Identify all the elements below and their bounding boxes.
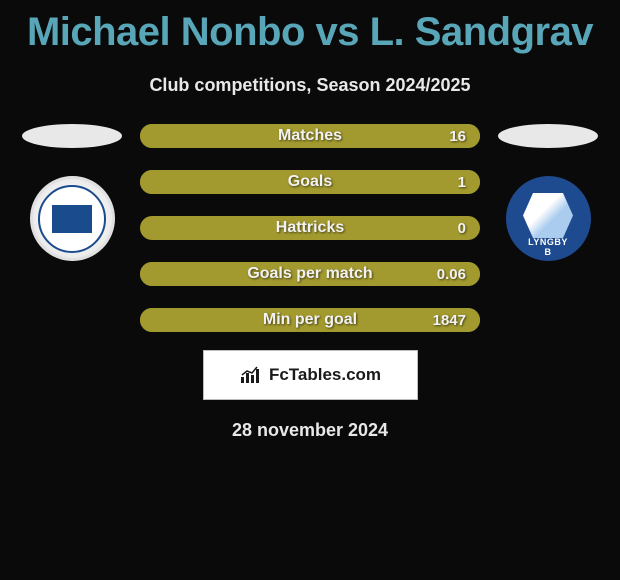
stat-bar-label: Hattricks [276, 219, 344, 237]
left-badge-inner [38, 185, 106, 253]
stat-bar-value: 1 [458, 174, 466, 191]
brand-text: FcTables.com [269, 365, 381, 385]
right-badge-emblem [523, 193, 573, 238]
brand-chart-icon [239, 365, 263, 385]
page-title: Michael Nonbo vs L. Sandgrav [0, 0, 620, 55]
stat-bar-value: 16 [449, 128, 466, 145]
footer-date: 28 november 2024 [0, 420, 620, 441]
stat-bar: Hattricks 0 [140, 216, 480, 240]
left-player-oval [22, 124, 122, 148]
stat-bar: Min per goal 1847 [140, 308, 480, 332]
brand-box: FcTables.com [203, 350, 418, 400]
stat-bar: Goals 1 [140, 170, 480, 194]
comparison-content: Matches 16 Goals 1 Hattricks 0 Goals per match… [0, 124, 620, 332]
season-subtitle: Club competitions, Season 2024/2025 [0, 75, 620, 96]
right-team-badge: LYNGBY B [506, 176, 591, 261]
stat-bar: Goals per match 0.06 [140, 262, 480, 286]
right-badge-text: LYNGBY B [527, 237, 570, 257]
stat-bar-value: 1847 [433, 312, 466, 329]
stat-bar-value: 0 [458, 220, 466, 237]
stat-bar-label: Min per goal [263, 311, 357, 329]
left-team-column [22, 124, 122, 261]
stat-bar-label: Goals [288, 173, 332, 191]
stat-bar-label: Goals per match [247, 265, 372, 283]
left-badge-emblem [52, 205, 92, 233]
stat-bar-label: Matches [278, 127, 342, 145]
left-team-badge [30, 176, 115, 261]
stat-bar-value: 0.06 [437, 266, 466, 283]
stat-bar: Matches 16 [140, 124, 480, 148]
right-player-oval [498, 124, 598, 148]
stat-bars-column: Matches 16 Goals 1 Hattricks 0 Goals per match… [140, 124, 480, 332]
right-team-column: LYNGBY B [498, 124, 598, 261]
